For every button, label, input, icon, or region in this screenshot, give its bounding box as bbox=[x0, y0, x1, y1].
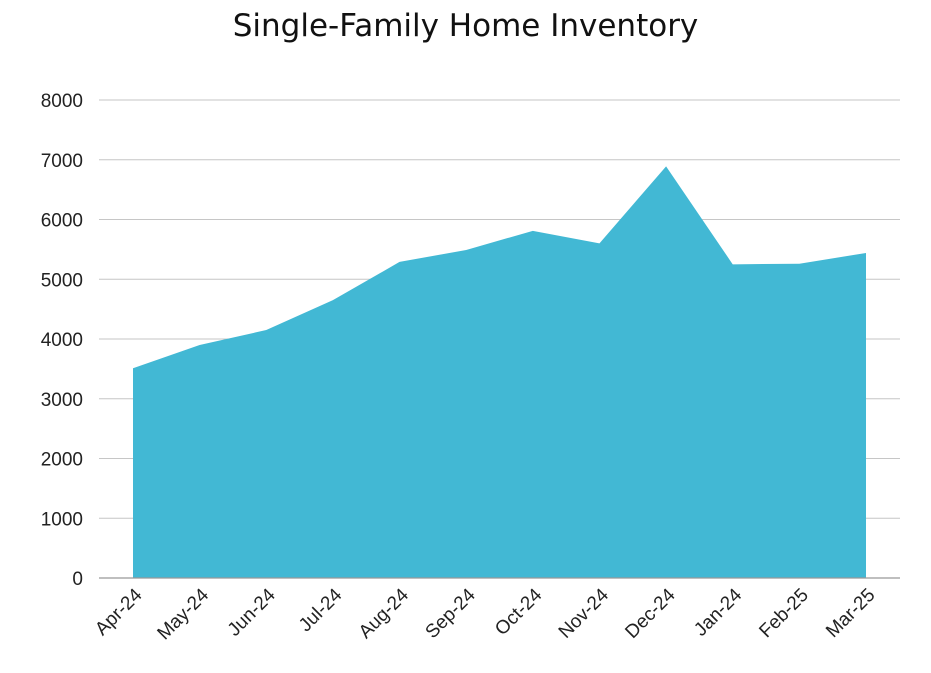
x-tick-label: Oct-24 bbox=[491, 584, 546, 639]
x-tick-label: Jun-24 bbox=[224, 584, 280, 640]
area-series-fill bbox=[133, 166, 866, 578]
x-axis-ticks: Apr-24 May-24 Jun-24 Jul-24 Aug-24 Sep-24 Oct-… bbox=[91, 584, 879, 644]
y-tick-label: 1000 bbox=[41, 509, 83, 530]
y-tick-label: 2000 bbox=[41, 450, 83, 471]
y-tick-label: 8000 bbox=[41, 91, 83, 112]
area-series bbox=[132, 166, 867, 578]
x-tick-label: May-24 bbox=[154, 584, 214, 644]
y-tick-label: 6000 bbox=[41, 211, 83, 232]
x-tick-label: Mar-25 bbox=[822, 585, 879, 642]
y-tick-label: 3000 bbox=[41, 390, 83, 411]
x-tick-label: Sep-24 bbox=[422, 584, 480, 642]
x-tick-label: Apr-24 bbox=[91, 584, 146, 639]
y-tick-label: 5000 bbox=[41, 270, 83, 291]
x-tick-label: Nov-24 bbox=[555, 584, 613, 642]
x-tick-label: Feb-25 bbox=[755, 585, 812, 642]
y-tick-label: 0 bbox=[72, 569, 83, 590]
chart-title: Single-Family Home Inventory bbox=[232, 8, 699, 44]
x-tick-label: Dec-24 bbox=[621, 584, 679, 642]
y-tick-label: 4000 bbox=[41, 330, 83, 351]
x-tick-label: Jul-24 bbox=[295, 584, 347, 636]
x-tick-label: Aug-24 bbox=[355, 584, 413, 642]
x-tick-label: Jan-24 bbox=[690, 584, 746, 640]
y-tick-label: 7000 bbox=[41, 151, 83, 172]
y-axis-ticks: 0 1000 2000 3000 4000 5000 6000 7000 8000 bbox=[41, 91, 83, 590]
